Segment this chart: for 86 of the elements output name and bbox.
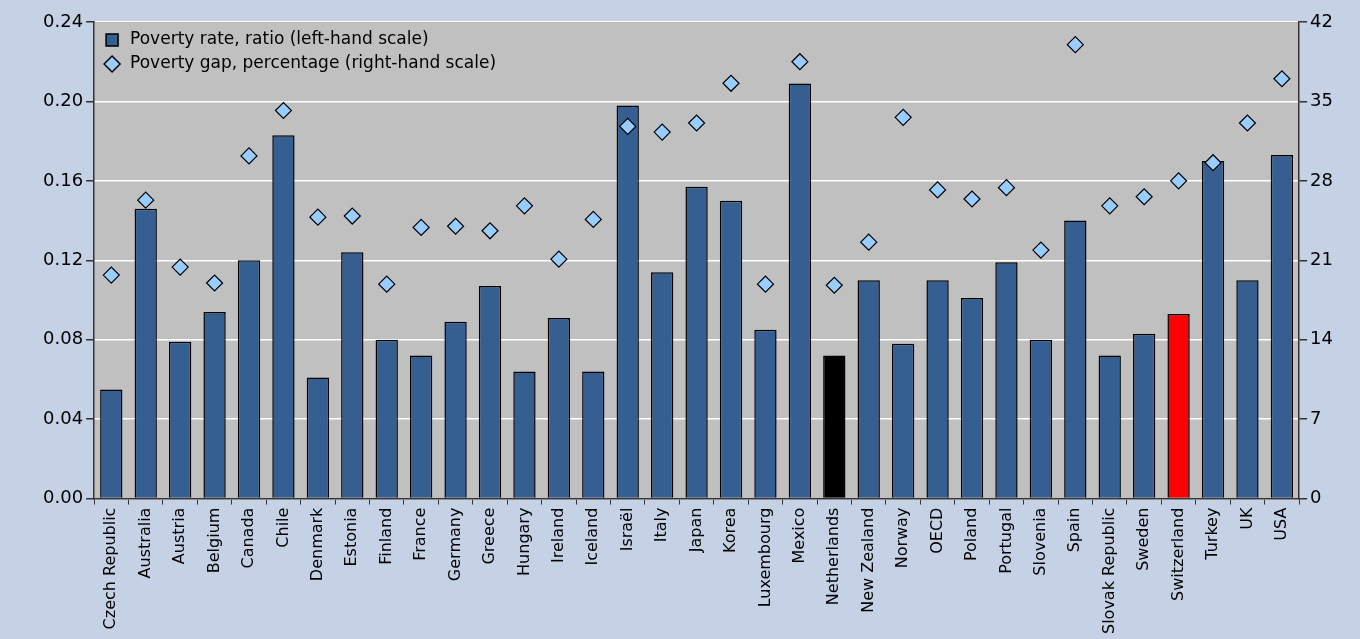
point	[343, 207, 361, 225]
point	[1204, 154, 1222, 172]
point	[894, 108, 912, 126]
y-tick-label: 0.16	[43, 168, 84, 190]
x-tick-label: Slovak Republic	[1098, 507, 1118, 635]
y-tick-label: 0.04	[43, 406, 84, 428]
point	[756, 275, 775, 293]
x-tick-label: Canada	[238, 507, 258, 569]
x-tick-label: Czech Republic	[100, 507, 120, 630]
x-tick-label: USA	[1271, 507, 1291, 541]
y-tick-label: 0.08	[43, 327, 84, 349]
point	[687, 114, 706, 132]
y2-tick-label: 42	[1310, 9, 1333, 31]
x-tick-label: Austria	[169, 507, 189, 565]
x-tick-label: Belgium	[203, 507, 223, 574]
y2-tick-label: 28	[1310, 168, 1333, 190]
x-tick-label: Sweden	[1133, 507, 1153, 571]
x-tick-label: Ireland	[548, 507, 568, 563]
point	[137, 191, 155, 209]
x-tick-label: UK	[1236, 507, 1256, 530]
x-tick-label: Hungary	[513, 507, 533, 576]
x-tick-label: Norway	[892, 507, 912, 569]
legend-label: Poverty gap, percentage (right-hand scale)	[130, 52, 497, 73]
point	[1101, 197, 1119, 215]
x-tick-label: Iceland	[582, 507, 602, 566]
point	[1238, 114, 1257, 132]
point	[584, 210, 602, 229]
y-tick-label: 0.24	[43, 9, 84, 31]
x-tick-label: New Zealand	[857, 507, 877, 613]
x-tick-label: Denmark	[307, 506, 327, 582]
y-tick-label: 0.12	[43, 247, 84, 269]
x-tick-label: Portugal	[995, 507, 1015, 574]
point	[1066, 36, 1084, 54]
legend-label: Poverty rate, ratio (left-hand scale)	[130, 28, 429, 49]
x-tick-label: Italy	[651, 507, 671, 543]
point	[378, 275, 396, 293]
x-tick-label: Israël	[616, 507, 636, 552]
x-tick-label: Slovenia	[1030, 507, 1050, 576]
x-tick-label: Greece	[479, 507, 499, 565]
point	[1032, 241, 1050, 259]
point	[860, 233, 878, 251]
x-tick-label: Turkey	[1202, 507, 1222, 561]
point	[997, 179, 1016, 197]
point	[825, 276, 843, 294]
point	[481, 222, 499, 240]
point	[1169, 172, 1188, 190]
x-tick-label: Estonia	[341, 507, 361, 567]
y2-tick-label: 35	[1310, 89, 1333, 111]
point	[205, 274, 224, 292]
x-tick-label: Japan	[685, 507, 705, 554]
point	[1135, 188, 1153, 206]
point	[1273, 70, 1291, 88]
x-tick-label: Germany	[444, 507, 464, 582]
y2-tick-label: 21	[1310, 247, 1333, 269]
x-tick-label: Australia	[134, 507, 154, 579]
y2-tick-label: 7	[1310, 406, 1322, 428]
x-tick-label: Korea	[720, 507, 740, 553]
x-tick-label: Poland	[961, 507, 981, 562]
point	[446, 217, 465, 235]
point	[550, 250, 568, 268]
x-tick-label: Luxembourg	[754, 507, 774, 608]
point	[309, 208, 327, 226]
point	[240, 147, 258, 165]
x-tick-label: Finland	[375, 507, 395, 565]
point	[102, 266, 120, 284]
point	[928, 181, 947, 199]
point	[963, 190, 981, 208]
y-tick-label: 0.20	[43, 89, 84, 111]
x-tick-label: OECD	[926, 507, 946, 554]
point	[412, 218, 430, 236]
x-tick-label: Mexico	[789, 507, 809, 564]
point	[653, 123, 671, 141]
point	[515, 197, 534, 215]
y2-tick-label: 14	[1310, 327, 1333, 349]
point	[619, 117, 637, 135]
point	[791, 53, 809, 71]
y-tick-label: 0.00	[43, 486, 84, 508]
point	[722, 74, 740, 92]
point	[274, 101, 293, 120]
x-tick-label: Netherlands	[823, 507, 843, 606]
x-tick-label: Spain	[1064, 507, 1084, 553]
y2-tick-label: 0	[1310, 486, 1322, 508]
x-tick-label: Chile	[272, 507, 292, 548]
x-tick-label: Switzerland	[1167, 507, 1187, 601]
x-tick-label: France	[410, 507, 430, 561]
point	[171, 258, 189, 276]
